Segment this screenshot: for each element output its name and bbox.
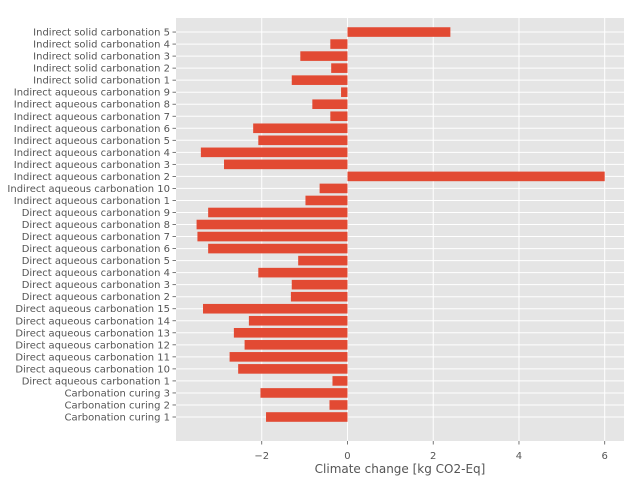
bar [196,219,348,230]
bar [305,195,348,206]
y-tick-label: Direct aqueous carbonation 6 [22,244,170,255]
y-tick-label: Indirect aqueous carbonation 6 [14,124,170,135]
bar [224,159,348,170]
bar [208,243,348,254]
bar [347,171,605,182]
y-tick-label: Direct aqueous carbonation 3 [22,280,170,291]
y-tick-label: Direct aqueous carbonation 8 [22,220,170,231]
bar [258,267,348,278]
y-tick-label: Indirect aqueous carbonation 1 [14,196,170,207]
y-tick-label: Direct aqueous carbonation 10 [15,364,170,375]
plot-background [176,18,624,441]
bar [258,135,348,146]
y-tick-label: Indirect aqueous carbonation 10 [7,184,170,195]
y-tick-label: Direct aqueous carbonation 2 [22,292,170,303]
y-tick-label: Indirect aqueous carbonation 4 [14,148,170,159]
bar [330,39,348,49]
bar [331,63,348,73]
y-tick-label: Indirect aqueous carbonation 5 [14,136,170,147]
bar [347,27,451,37]
bar [332,376,348,386]
x-tick-labels: −2 0 2 4 6 [254,441,608,462]
y-tick-label: Direct aqueous carbonation 1 [22,376,170,387]
y-tick-label: Indirect aqueous carbonation 7 [14,112,170,123]
bar [291,279,348,290]
x-axis-label: Climate change [kg CO2-Eq] [315,462,486,476]
bar [329,400,348,410]
bar [330,111,348,122]
bar [319,183,348,194]
bar [253,123,348,134]
y-tick-label: Indirect aqueous carbonation 8 [14,100,170,111]
bar [244,340,348,350]
bar [300,51,348,61]
y-tick-label: Direct aqueous carbonation 4 [22,268,170,279]
y-tick-label: Direct aqueous carbonation 7 [22,232,170,243]
y-tick-label: Carbonation curing 1 [65,413,170,424]
bar [229,352,348,362]
y-tick-label: Carbonation curing 3 [65,388,170,399]
y-tick-label: Indirect aqueous carbonation 3 [14,160,170,171]
y-tick-label: Direct aqueous carbonation 15 [15,304,170,315]
bar [200,147,348,158]
y-tick-label: Direct aqueous carbonation 14 [15,316,170,327]
y-tick-label: Indirect solid carbonation 5 [33,28,170,39]
x-tick-label: −2 [254,451,269,462]
bar [266,412,348,422]
bar [290,291,348,302]
y-tick-label: Direct aqueous carbonation 12 [15,340,170,351]
bar [312,99,348,110]
y-tick-label: Direct aqueous carbonation 11 [15,352,170,363]
y-tick-labels: Carbonation curing 1 Carbonation curing 2… [7,28,176,424]
x-tick-label: 2 [430,451,436,462]
y-tick-label: Indirect solid carbonation 2 [33,64,170,75]
y-tick-label: Carbonation curing 2 [65,400,170,411]
y-tick-label: Direct aqueous carbonation 5 [22,256,170,267]
bar [341,87,348,97]
bar [238,364,348,374]
bar [233,327,348,338]
y-tick-label: Indirect solid carbonation 3 [33,52,170,63]
x-tick-label: 6 [602,451,608,462]
bar [248,315,348,326]
bar [203,303,348,314]
bar [298,255,348,266]
y-tick-label: Indirect solid carbonation 4 [33,40,170,51]
bars [196,27,605,422]
bar [291,75,348,85]
y-tick-label: Direct aqueous carbonation 13 [15,328,170,339]
bar [208,207,348,218]
y-tick-label: Direct aqueous carbonation 9 [22,208,170,219]
x-tick-label: 0 [344,451,350,462]
bar [197,231,348,242]
x-tick-label: 4 [516,451,522,462]
y-tick-label: Indirect aqueous carbonation 2 [14,172,170,183]
bar [260,388,348,398]
y-tick-label: Indirect solid carbonation 1 [33,76,170,87]
y-tick-label: Indirect aqueous carbonation 9 [14,88,170,99]
